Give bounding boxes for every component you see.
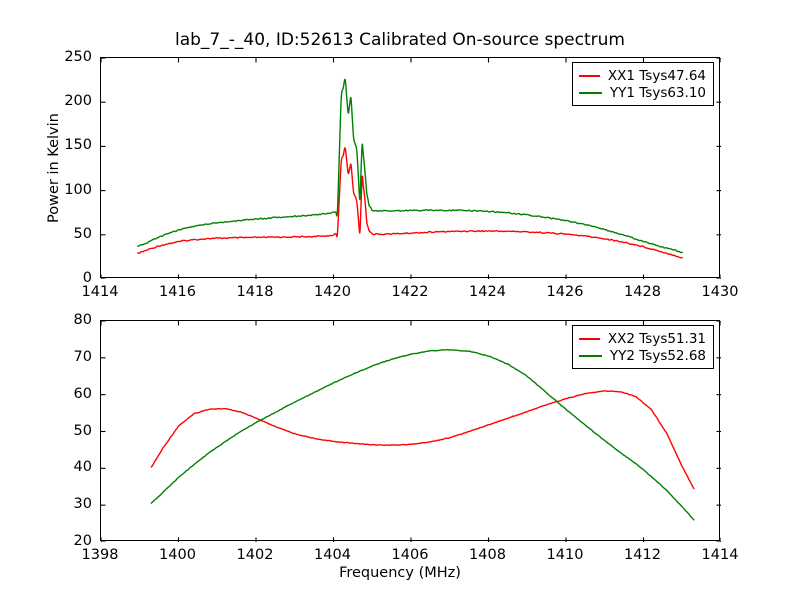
top-x-tick: 1420 [314,284,351,300]
tick-marks [101,321,721,542]
bottom-x-tick: 1414 [701,547,739,563]
bottom-y-tick: 40 [73,459,92,476]
legend-item[interactable]: XX2 Tsys51.31 [579,330,706,347]
top-x-tick: 1418 [236,284,274,300]
top-y-tick: 100 [64,181,92,198]
bottom-x-tick: 1412 [624,547,661,563]
bottom-x-tick: 1406 [391,547,429,563]
legend-swatch-yy2 [579,354,602,357]
page-title: lab_7_-_40, ID:52613 Calibrated On-sourc… [175,30,625,50]
bottom-x-tick: 1408 [469,547,506,563]
top-x-tick: 1414 [81,284,119,300]
bottom-y-tick: 70 [73,348,92,365]
top-y-tick: 250 [64,49,92,65]
bottom-x-tick: 1398 [81,547,119,563]
legend-label-yy2: YY2 Tsys52.68 [609,347,706,364]
top-x-tick: 1430 [701,284,739,300]
top-y-tick: 200 [64,93,92,110]
bottom-plot-lines [101,321,721,542]
top-x-tick: 1424 [469,284,506,300]
top-x-tick: 1416 [159,284,196,300]
bottom-spectrum-panel [100,320,721,542]
bottom-x-tick: 1410 [546,547,584,563]
series-line-xx2 [150,390,695,490]
x-axis-label: Frequency (MHz) [339,565,461,581]
legend-swatch-xx1 [579,74,600,77]
top-y-tick: 150 [64,137,92,154]
top-y-tick: 0 [82,270,92,286]
top-plot-lines [101,58,721,279]
legend-item[interactable]: YY2 Tsys52.68 [579,347,706,364]
top-x-tick: 1428 [624,284,661,300]
bottom-y-tick: 30 [73,496,92,513]
bottom-x-tick: 1400 [159,547,196,563]
legend-swatch-xx2 [579,337,600,340]
bottom-y-tick: 60 [73,385,92,402]
legend-label-xx2: XX2 Tsys51.31 [607,330,706,347]
top-y-axis-label: Power in Kelvin [46,112,62,223]
top-x-tick: 1422 [391,284,429,300]
bottom-y-tick: 80 [73,312,92,328]
legend-label-xx1: XX1 Tsys47.64 [607,67,706,84]
top-legend: XX1 Tsys47.64 YY1 Tsys63.10 [572,62,714,106]
bottom-y-tick: 20 [73,533,92,549]
bottom-y-tick: 50 [73,422,92,439]
legend-item[interactable]: XX1 Tsys47.64 [579,67,706,84]
top-y-tick: 50 [73,225,92,242]
legend-label-yy1: YY1 Tsys63.10 [609,84,706,101]
legend-swatch-yy1 [579,91,602,94]
tick-marks [101,58,721,279]
legend-item[interactable]: YY1 Tsys63.10 [579,84,706,101]
series-line-xx1 [137,147,683,259]
series-line-yy2 [150,348,695,521]
bottom-x-tick: 1404 [314,547,351,563]
top-x-tick: 1426 [546,284,584,300]
bottom-x-tick: 1402 [236,547,274,563]
bottom-legend: XX2 Tsys51.31 YY2 Tsys52.68 [572,325,714,369]
top-spectrum-panel [100,57,721,279]
series-line-yy1 [137,78,683,254]
